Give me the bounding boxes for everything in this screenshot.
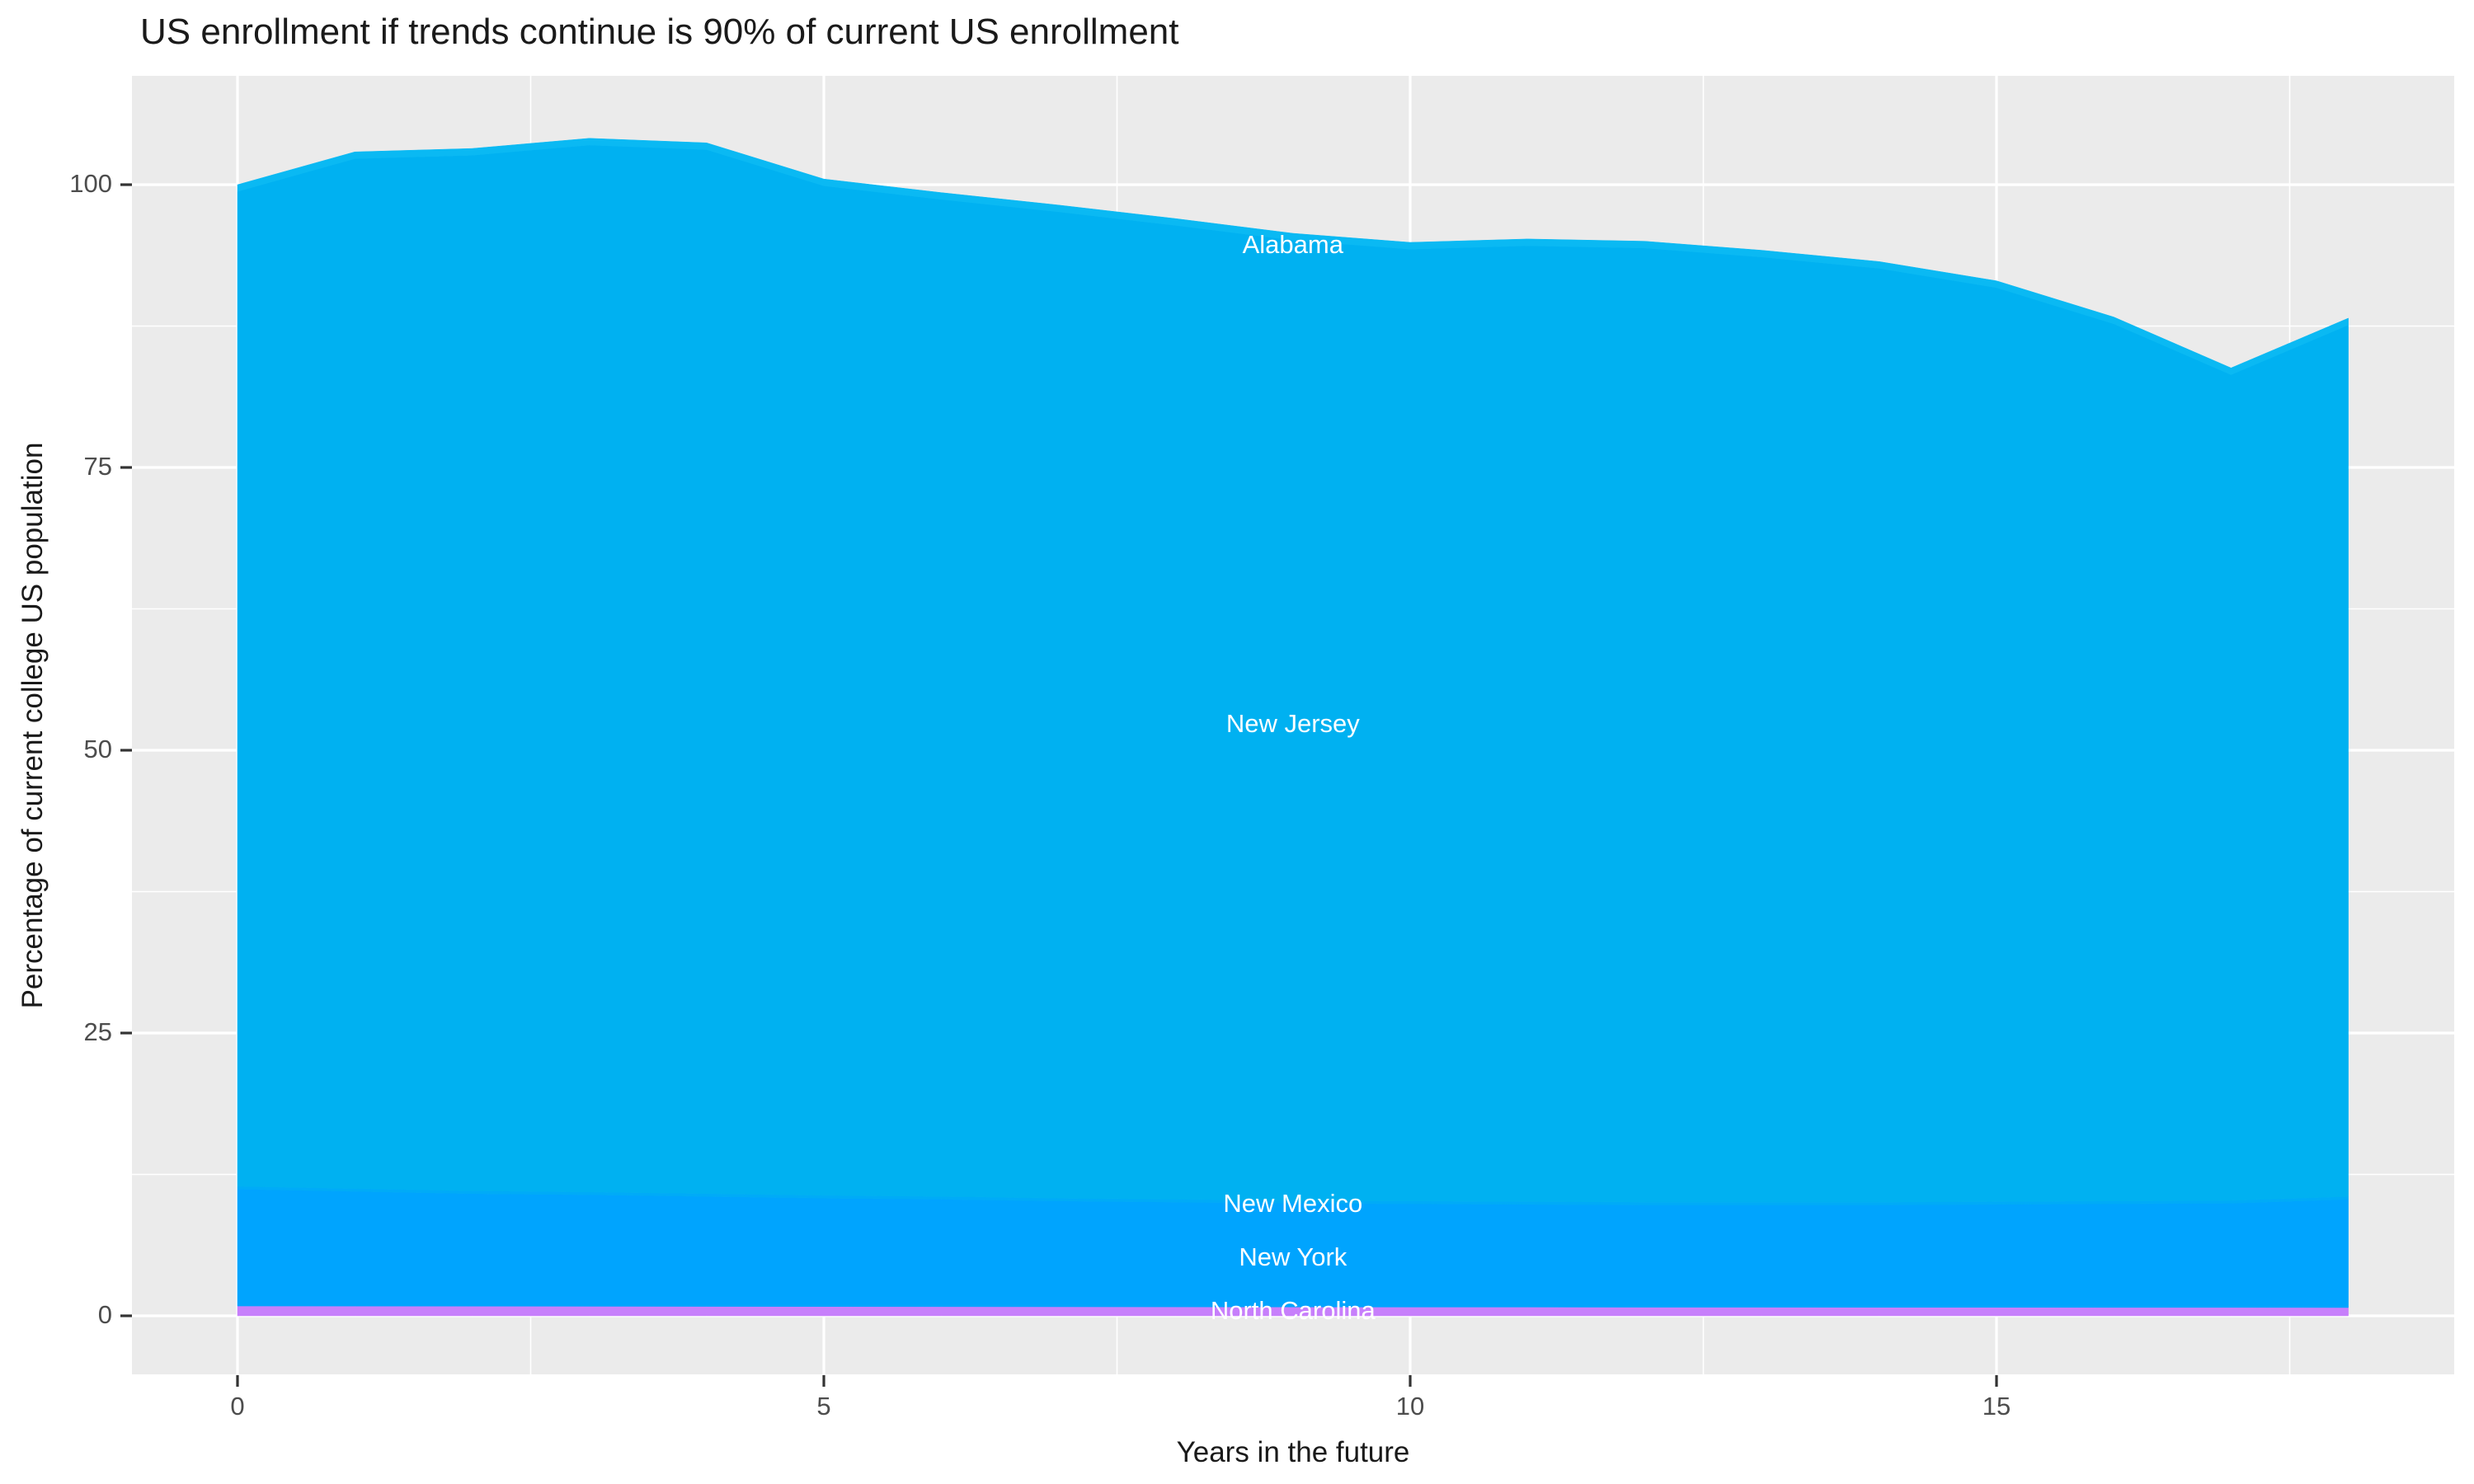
area-label-new-mexico: New Mexico [1223,1189,1363,1219]
x-tick-label-15: 15 [1982,1392,2011,1421]
chart-title: US enrollment if trends continue is 90% … [140,12,1179,52]
x-tick-label-0: 0 [230,1392,245,1421]
y-axis-title: Percentage of current college US populat… [16,442,49,1009]
area-label-north-carolina: North Carolina [1210,1295,1376,1325]
x-tick-label-5: 5 [816,1392,831,1421]
area-label-new-york: New York [1239,1242,1348,1271]
y-tick-label-100: 100 [69,169,112,198]
y-tick-label-50: 50 [83,735,112,763]
area-label-new-jersey: New Jersey [1225,709,1360,739]
x-axis-title: Years in the future [1176,1436,1410,1468]
y-tick-label-0: 0 [97,1300,112,1329]
y-tick-label-75: 75 [83,452,112,481]
area-label-alabama: Alabama [1242,229,1343,259]
x-tick-label-10: 10 [1395,1392,1425,1421]
y-tick-label-25: 25 [83,1017,112,1046]
